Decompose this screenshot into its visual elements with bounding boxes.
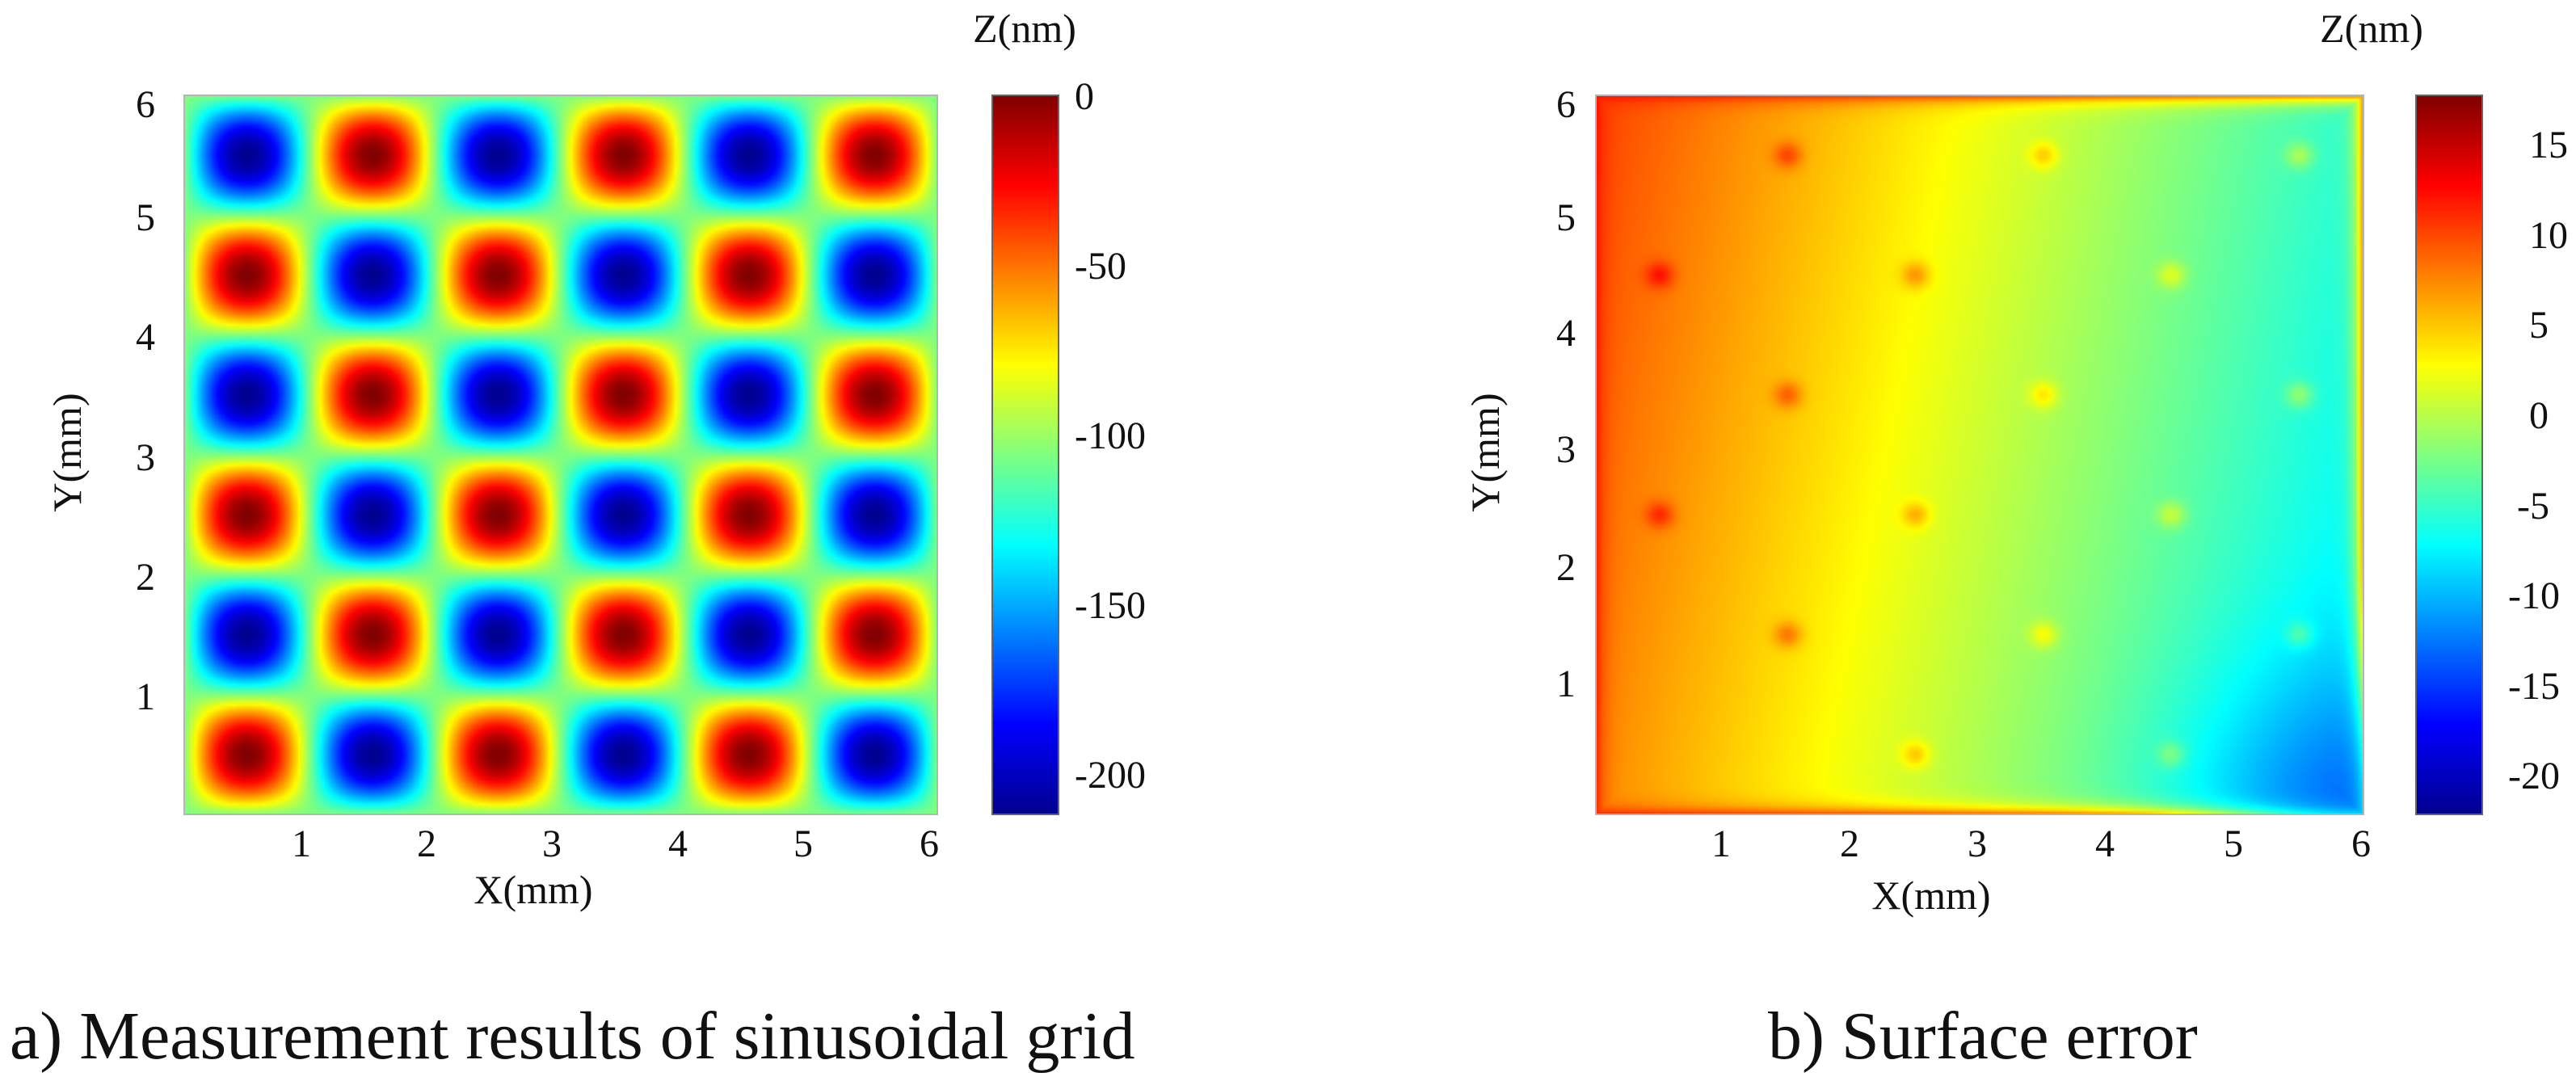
xtick-label: 2 (1840, 822, 1859, 865)
x-axis-label: X(mm) (474, 867, 592, 912)
colorbar-tick-label: -5 (2517, 485, 2549, 528)
caption-a: a) Measurement results of sinusoidal gri… (10, 999, 1135, 1074)
colorbar-tick-label: -50 (1075, 245, 1126, 288)
xtick-label: 4 (2095, 822, 2115, 865)
colorbar-b (2415, 95, 2483, 815)
heatmap-b-frame (1595, 95, 2364, 815)
colorbar-tick-label: -100 (1075, 414, 1146, 457)
panel-a: 1 2 3 4 5 6 1 2 3 4 5 6 X(mm) Y(mm) Z(nm… (10, 6, 1146, 1074)
xtick-label: 5 (2224, 822, 2243, 865)
ytick-label: 2 (1556, 546, 1576, 589)
colorbar-tick-label: 5 (2529, 304, 2549, 347)
xtick-label: 1 (1711, 822, 1731, 865)
ytick-label: 1 (1556, 662, 1576, 705)
colorbar-tick-label: 0 (2529, 394, 2549, 437)
heatmap-b-xticks: 1 2 3 4 5 6 (1711, 822, 2371, 865)
colorbar-tick-label: -10 (2508, 574, 2560, 617)
colorbar-b-title: Z(nm) (2320, 6, 2423, 51)
y-axis-label: Y(mm) (44, 393, 90, 511)
colorbar-tick-label: -150 (1075, 584, 1146, 627)
x-axis-label: X(mm) (1871, 873, 1990, 918)
colorbar-tick-label: -20 (2508, 755, 2560, 797)
ytick-label: 6 (1556, 83, 1576, 126)
xtick-label: 3 (1968, 822, 1987, 865)
ytick-label: 3 (1556, 428, 1576, 471)
ytick-label: 5 (136, 196, 155, 239)
ytick-label: 6 (136, 83, 155, 126)
xtick-label: 4 (668, 822, 688, 865)
colorbar-tick-label: -15 (2508, 665, 2560, 708)
colorbar-tick-label: 0 (1075, 75, 1094, 118)
colorbar-tick-label: 15 (2529, 124, 2568, 166)
ytick-label: 4 (136, 316, 155, 359)
xtick-label: 6 (920, 822, 939, 865)
xtick-label: 6 (2351, 822, 2371, 865)
colorbar-a-title: Z(nm) (973, 6, 1076, 51)
heatmap-a-yticks: 1 2 3 4 5 6 (136, 83, 155, 718)
heatmap-a-frame (183, 95, 938, 815)
xtick-label: 1 (292, 822, 311, 865)
colorbar-tick-label: 10 (2529, 214, 2568, 257)
colorbar-a-ticks: 0 -50 -100 -150 -200 (1075, 75, 1146, 797)
ytick-label: 4 (1556, 312, 1576, 355)
xtick-label: 2 (417, 822, 436, 865)
y-axis-label: Y(mm) (1463, 393, 1508, 511)
ytick-label: 3 (136, 436, 155, 479)
ytick-label: 5 (1556, 196, 1576, 239)
xtick-label: 3 (542, 822, 562, 865)
colorbar-a (991, 95, 1059, 815)
xtick-label: 5 (793, 822, 813, 865)
colorbar-b-ticks: 15 10 5 0 -5 -10 -15 -20 (2508, 124, 2568, 797)
heatmap-b-yticks: 1 2 3 4 5 6 (1556, 83, 1576, 705)
colorbar-tick-label: -200 (1075, 754, 1146, 797)
ytick-label: 2 (136, 556, 155, 599)
panel-b: 1 2 3 4 5 6 1 2 3 4 5 6 X(mm) Y(mm) Z(nm… (1463, 6, 2568, 1074)
caption-b: b) Surface error (1768, 999, 2198, 1074)
heatmap-a-xticks: 1 2 3 4 5 6 (292, 822, 939, 865)
heatmap-a-image (184, 95, 937, 814)
ytick-label: 1 (136, 675, 155, 718)
heatmap-b-image (1596, 95, 2363, 814)
